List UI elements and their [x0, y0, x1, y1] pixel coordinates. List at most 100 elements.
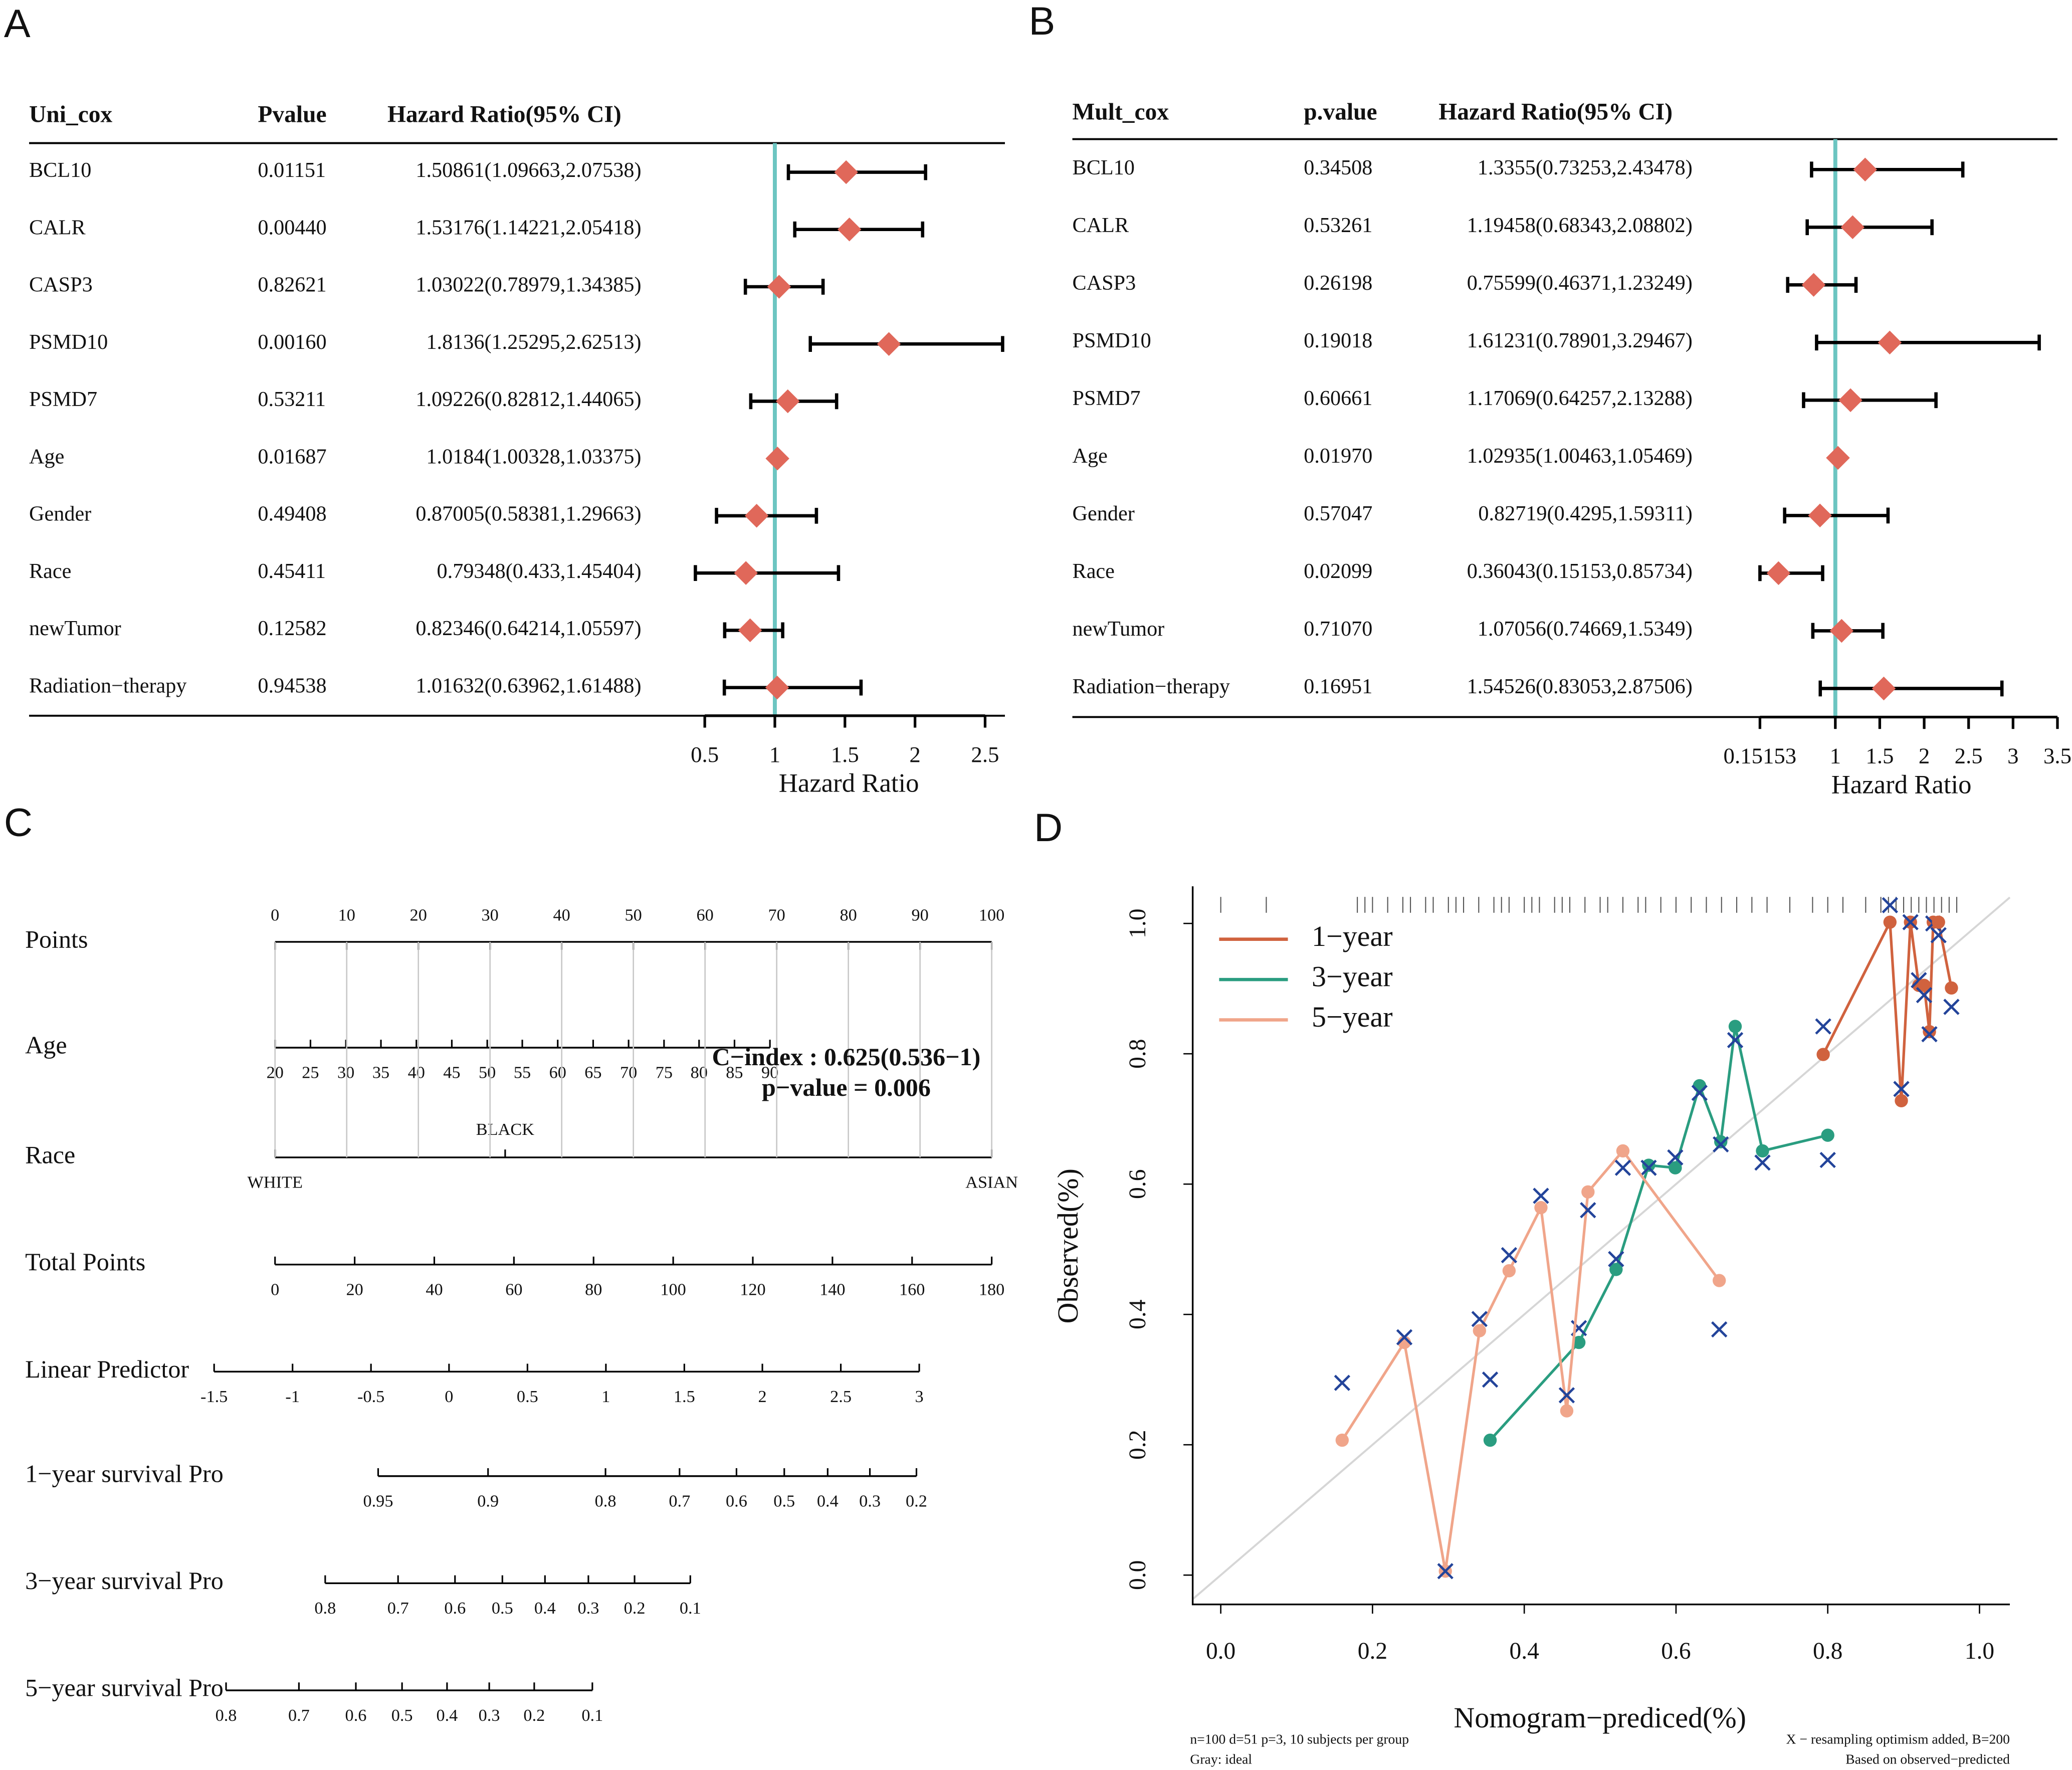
hr-diamond	[1826, 446, 1850, 470]
y-tick-label: 1.0	[1125, 909, 1151, 938]
hr-diamond	[1838, 388, 1862, 413]
p-value: 0.34508	[1304, 156, 1372, 179]
scale-tick-label: 3	[915, 1387, 923, 1406]
ci-bar	[1783, 507, 1890, 524]
ci-bar	[694, 565, 841, 581]
observed-point	[1502, 1264, 1516, 1278]
p-value: 0.19018	[1304, 329, 1372, 352]
resampled-mark	[1501, 1247, 1518, 1264]
x-tick-label: 1.5	[1866, 743, 1894, 768]
hr-label: 1.03022(0.78979,1.34385)	[416, 273, 641, 297]
y-tick-label: 0.8	[1125, 1039, 1151, 1069]
x-tick-label: 2	[909, 742, 920, 767]
scale-tick-label: 40	[426, 1280, 443, 1299]
hr-diamond	[1808, 503, 1832, 528]
y-tick-label: 0.4	[1125, 1300, 1151, 1329]
x-tick-label: 3	[2007, 743, 2018, 768]
row-label: Age	[1073, 444, 1108, 468]
hr-label: 1.0184(1.00328,1.03375)	[426, 445, 641, 468]
p-value: 0.01687	[258, 445, 326, 468]
resampled-mark	[1580, 1202, 1596, 1219]
row-label: Gender	[1073, 502, 1135, 525]
scale-tick-label: 20	[346, 1280, 363, 1299]
hr-label: 1.3355(0.73253,2.43478)	[1478, 156, 1693, 179]
scale-tick-label: 1	[601, 1387, 610, 1406]
scale-name: Points	[25, 925, 88, 953]
row-label: BCL10	[1073, 156, 1135, 179]
scale-tick-label: 80	[585, 1280, 602, 1299]
resampled-mark	[1713, 1136, 1729, 1153]
scale-tick-label: 2.5	[830, 1387, 852, 1406]
y-axis-label: Observed(%)	[1052, 1168, 1084, 1323]
hr-diamond	[744, 504, 769, 528]
series-line	[1822, 917, 1953, 1101]
resampled-mark	[1882, 897, 1899, 914]
x-tick-label: 0.8	[1813, 1638, 1842, 1664]
hr-diamond	[837, 218, 862, 242]
scale-name: 3−year survival Pro	[25, 1566, 224, 1595]
p-value: 0.01151	[258, 158, 326, 182]
hr-diamond	[877, 332, 901, 356]
scale-tick-label: 75	[656, 1063, 673, 1082]
scale-name: Total Points	[25, 1248, 145, 1276]
column-header: Pvalue	[258, 102, 326, 128]
x-axis-label: Hazard Ratio	[779, 769, 919, 798]
hr-label: 0.87005(0.58381,1.29663)	[416, 502, 641, 526]
row-label: BCL10	[29, 158, 91, 182]
scale-tick-label: 0.3	[859, 1491, 881, 1510]
scale-tick-label: 65	[584, 1063, 601, 1082]
scale-tick-label: WHITE	[248, 1173, 303, 1192]
resampled-mark	[1437, 1563, 1454, 1580]
scale-tick-label: 0.2	[523, 1706, 545, 1725]
resampled-mark	[1815, 1018, 1831, 1035]
scale-tick-label: 80	[840, 906, 857, 925]
scale-tick-label: 0.8	[314, 1599, 336, 1618]
hr-diamond	[1766, 561, 1791, 585]
column-header: Uni_cox	[29, 102, 112, 128]
ci-bar	[1810, 161, 1965, 178]
row-label: Gender	[29, 502, 91, 526]
scale-tick-label: 85	[726, 1063, 743, 1082]
resampled-mark	[1902, 914, 1919, 930]
p-value: 0.71070	[1304, 617, 1372, 641]
resampled-mark	[1667, 1149, 1684, 1166]
panel-label: A	[4, 1, 31, 46]
scale-name: 5−year survival Pro	[25, 1674, 224, 1702]
hr-diamond	[1829, 619, 1854, 643]
scale-tick-label: 0	[271, 1280, 279, 1299]
observed-point	[1534, 1201, 1548, 1215]
row-label: Radiation−therapy	[1073, 675, 1230, 698]
resampled-mark	[1893, 1081, 1910, 1097]
scale-tick-label: -1.5	[200, 1387, 228, 1406]
observed-point	[1642, 1158, 1655, 1172]
scale-tick-label: 0.1	[581, 1706, 603, 1725]
p-value: 0.94538	[258, 674, 326, 697]
resampled-mark	[1608, 1251, 1624, 1267]
scale-tick-label: 0.6	[444, 1599, 466, 1618]
hr-label: 0.79348(0.433,1.45404)	[437, 559, 642, 583]
row-label: Age	[29, 445, 64, 468]
observed-point	[1917, 978, 1931, 992]
resampled-mark	[1334, 1374, 1351, 1391]
x-tick-label: 0.4	[1509, 1638, 1539, 1664]
scale-tick-label: 0.3	[479, 1706, 500, 1725]
observed-point	[1335, 1433, 1349, 1447]
x-tick-label: 2.5	[971, 742, 999, 767]
observed-point	[1560, 1404, 1574, 1418]
x-tick-label: 0.6	[1661, 1638, 1691, 1664]
p-value: 0.12582	[258, 617, 326, 640]
scale-tick-label: 90	[911, 906, 928, 925]
scale-tick-label: 60	[697, 906, 714, 925]
p-value: 0.53261	[1304, 214, 1372, 237]
footnote: n=100 d=51 p=3, 10 subjects per group	[1190, 1731, 1409, 1747]
hr-label: 1.53176(1.14221,2.05418)	[416, 216, 641, 239]
hr-label: 0.82346(0.64214,1.05597)	[416, 617, 641, 640]
panel-label: B	[1028, 0, 1055, 43]
hr-diamond	[1853, 157, 1878, 181]
scale-tick-label: 0.5	[773, 1491, 795, 1510]
p-value: 0.60661	[1304, 386, 1372, 410]
row-label: CALR	[1073, 214, 1129, 237]
observed-point	[1669, 1161, 1682, 1174]
scale-tick-label: 0	[445, 1387, 453, 1406]
observed-point	[1883, 915, 1897, 929]
